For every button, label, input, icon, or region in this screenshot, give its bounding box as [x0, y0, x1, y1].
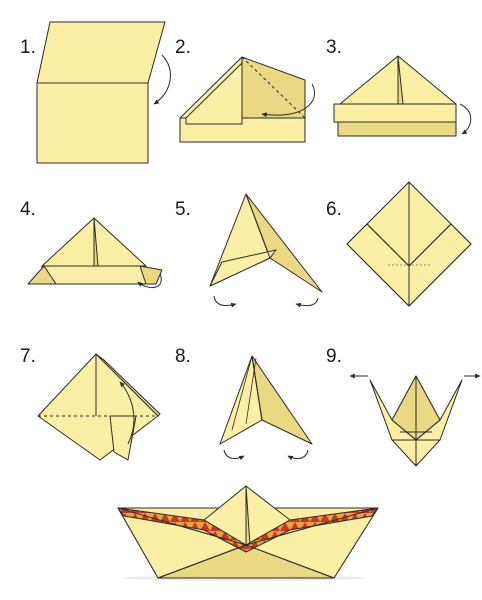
step-5-number: 5.	[175, 199, 191, 220]
step-2-paper	[179, 56, 315, 143]
step-8-right-arrow	[287, 449, 309, 461]
step-2-number: 2.	[175, 37, 191, 58]
step-1-sheet	[36, 21, 171, 164]
step-6-paper	[346, 181, 472, 307]
step-3-fold-arrow	[459, 103, 472, 135]
step-5-right-arrow	[295, 297, 319, 308]
step-5-paper	[209, 193, 323, 308]
step-7-number: 7.	[20, 346, 36, 367]
step-9-number: 9.	[326, 346, 342, 367]
step-1-number: 1.	[20, 37, 36, 58]
step-3-number: 3.	[326, 37, 342, 58]
step-7-paper	[37, 353, 161, 461]
step-3-paper	[333, 55, 472, 137]
step-9-paper	[349, 373, 481, 467]
step-6-number: 6.	[326, 199, 342, 220]
step-2-fold-arrow	[261, 83, 315, 118]
step-8-number: 8.	[175, 346, 191, 367]
step-5-left-arrow	[213, 295, 237, 308]
step-4-tuck-arrow	[137, 273, 162, 289]
step-1-fold-arrow	[153, 54, 171, 105]
step-8-left-arrow	[223, 449, 245, 461]
step-4-paper	[27, 217, 163, 289]
step-4-number: 4.	[20, 199, 36, 220]
step-7-fold-arrow	[119, 381, 135, 445]
paper-boat-icon	[117, 485, 379, 581]
step-8-paper	[219, 355, 313, 461]
